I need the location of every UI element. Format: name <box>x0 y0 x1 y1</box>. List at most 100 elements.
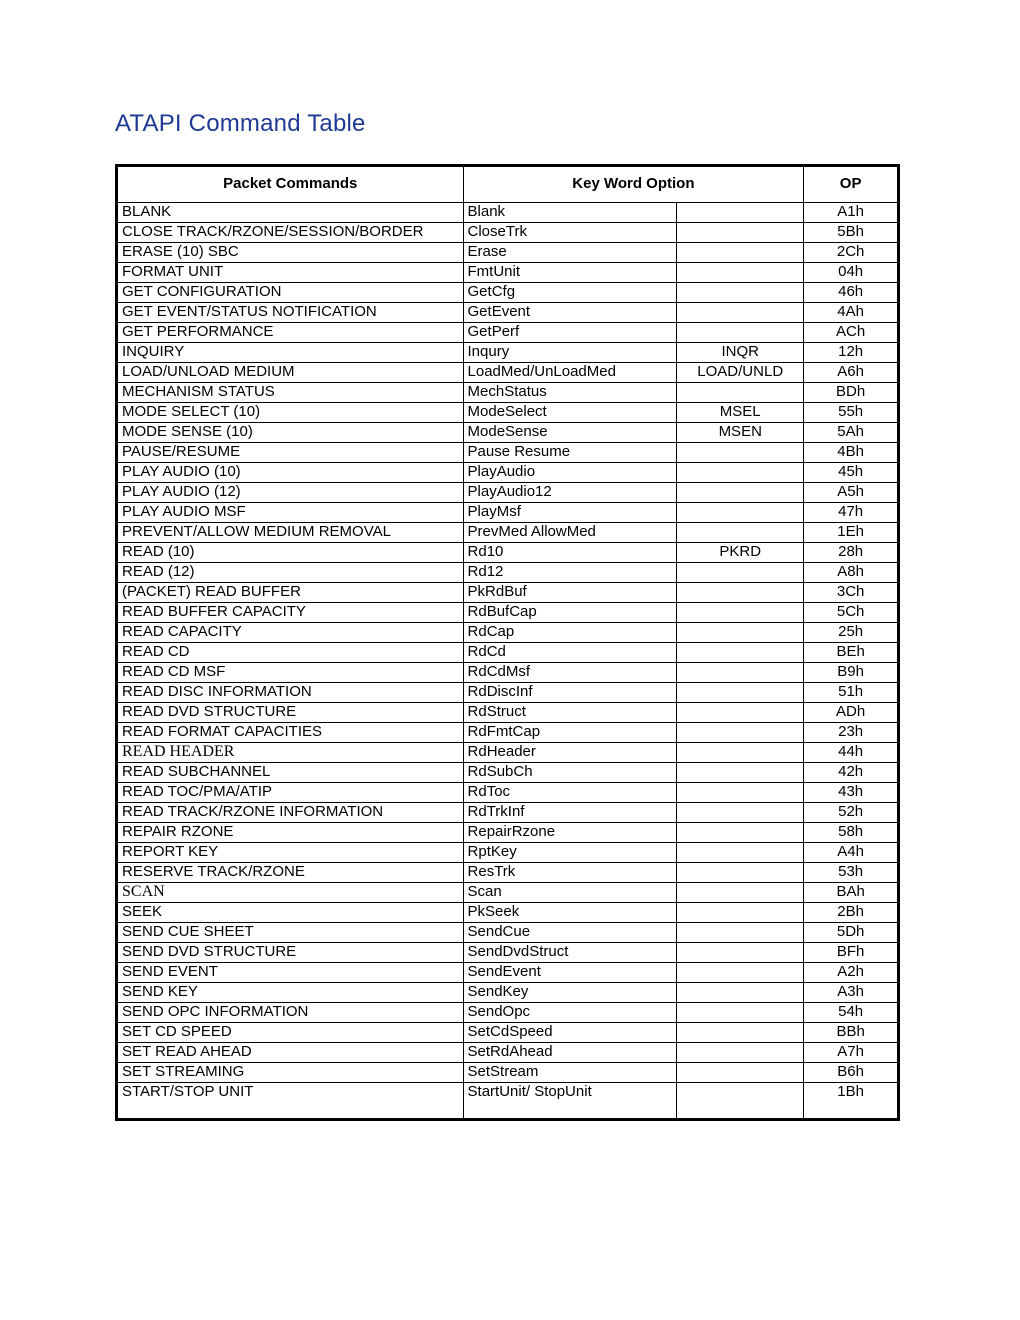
cell-keyword-alt <box>677 603 804 623</box>
cell-keyword: RdHeader <box>463 743 677 763</box>
cell-packet-command: RESERVE TRACK/RZONE <box>117 863 464 883</box>
table-row: BLANKBlankA1h <box>117 203 899 223</box>
cell-keyword: RdDiscInf <box>463 683 677 703</box>
cell-opcode: 28h <box>804 543 899 563</box>
table-row: REPORT KEYRptKey A4h <box>117 843 899 863</box>
cell-opcode: 5Ah <box>804 423 899 443</box>
cell-keyword: RdStruct <box>463 703 677 723</box>
table-row: SEND EVENTSendEventA2h <box>117 963 899 983</box>
cell-opcode: 55h <box>804 403 899 423</box>
table-row: SEEKPkSeek 2Bh <box>117 903 899 923</box>
cell-packet-command: READ DVD STRUCTURE <box>117 703 464 723</box>
cell-keyword-alt <box>677 463 804 483</box>
cell-packet-command: SEEK <box>117 903 464 923</box>
table-row: FORMAT UNITFmtUnit04h <box>117 263 899 283</box>
cell-opcode: B6h <box>804 1063 899 1083</box>
cell-keyword-alt <box>677 1043 804 1063</box>
cell-opcode: 1Eh <box>804 523 899 543</box>
cell-keyword-alt <box>677 983 804 1003</box>
cell-opcode: B9h <box>804 663 899 683</box>
cell-opcode: 46h <box>804 283 899 303</box>
cell-opcode: A5h <box>804 483 899 503</box>
cell-packet-command: MODE SENSE (10) <box>117 423 464 443</box>
cell-keyword: Erase <box>463 243 677 263</box>
cell-keyword-alt <box>677 1083 804 1120</box>
cell-keyword: StartUnit/ StopUnit <box>463 1083 677 1120</box>
cell-opcode: 42h <box>804 763 899 783</box>
cell-keyword-alt <box>677 763 804 783</box>
cell-keyword-alt <box>677 383 804 403</box>
cell-keyword: SendKey <box>463 983 677 1003</box>
cell-keyword: SetCdSpeed <box>463 1023 677 1043</box>
cell-keyword: RdCd <box>463 643 677 663</box>
cell-keyword: Pause Resume <box>463 443 677 463</box>
table-row: PLAY AUDIO (10)PlayAudio45h <box>117 463 899 483</box>
cell-keyword-alt <box>677 223 804 243</box>
cell-packet-command: PLAY AUDIO (12) <box>117 483 464 503</box>
cell-packet-command: MECHANISM STATUS <box>117 383 464 403</box>
cell-opcode: 3Ch <box>804 583 899 603</box>
table-row: SET CD SPEEDSetCdSpeedBBh <box>117 1023 899 1043</box>
cell-keyword-alt <box>677 863 804 883</box>
cell-keyword-alt <box>677 943 804 963</box>
cell-opcode: A4h <box>804 843 899 863</box>
cell-keyword: FmtUnit <box>463 263 677 283</box>
cell-opcode: ACh <box>804 323 899 343</box>
cell-packet-command: READ DISC INFORMATION <box>117 683 464 703</box>
table-row: ERASE (10) SBCErase 2Ch <box>117 243 899 263</box>
cell-keyword: GetPerf <box>463 323 677 343</box>
table-row: GET CONFIGURATIONGetCfg46h <box>117 283 899 303</box>
cell-keyword-alt: LOAD/UNLD <box>677 363 804 383</box>
cell-opcode: 58h <box>804 823 899 843</box>
table-row: READ CAPACITYRdCap25h <box>117 623 899 643</box>
table-row: PLAY AUDIO (12)PlayAudio12A5h <box>117 483 899 503</box>
cell-packet-command: READ FORMAT CAPACITIES <box>117 723 464 743</box>
cell-keyword-alt <box>677 623 804 643</box>
cell-packet-command: READ HEADER <box>117 743 464 763</box>
cell-packet-command: REPAIR RZONE <box>117 823 464 843</box>
table-row: READ (12)Rd12A8h <box>117 563 899 583</box>
cell-keyword-alt <box>677 883 804 903</box>
cell-keyword: RdToc <box>463 783 677 803</box>
cell-keyword: ModeSelect <box>463 403 677 423</box>
cell-opcode: 2Ch <box>804 243 899 263</box>
cell-keyword-alt <box>677 283 804 303</box>
cell-opcode: 44h <box>804 743 899 763</box>
cell-keyword-alt <box>677 823 804 843</box>
cell-packet-command: GET PERFORMANCE <box>117 323 464 343</box>
cell-keyword: RepairRzone <box>463 823 677 843</box>
table-row: READ CDRdCdBEh <box>117 643 899 663</box>
cell-opcode: BDh <box>804 383 899 403</box>
cell-packet-command: READ (12) <box>117 563 464 583</box>
cell-keyword: SendCue <box>463 923 677 943</box>
table-row: PREVENT/ALLOW MEDIUM REMOVALPrevMed Allo… <box>117 523 899 543</box>
cell-packet-command: ERASE (10) SBC <box>117 243 464 263</box>
atapi-command-table: Packet Commands Key Word Option OP BLANK… <box>115 164 900 1121</box>
cell-keyword: SendOpc <box>463 1003 677 1023</box>
table-row: SET STREAMINGSetStreamB6h <box>117 1063 899 1083</box>
cell-opcode: 2Bh <box>804 903 899 923</box>
cell-keyword-alt <box>677 743 804 763</box>
cell-keyword-alt <box>677 923 804 943</box>
cell-opcode: 25h <box>804 623 899 643</box>
cell-packet-command: PLAY AUDIO MSF <box>117 503 464 523</box>
col-packet-commands: Packet Commands <box>117 166 464 203</box>
cell-keyword: PkSeek <box>463 903 677 923</box>
cell-opcode: 23h <box>804 723 899 743</box>
cell-keyword-alt <box>677 323 804 343</box>
cell-packet-command: REPORT KEY <box>117 843 464 863</box>
table-row: PAUSE/RESUMEPause Resume4Bh <box>117 443 899 463</box>
cell-keyword: RptKey <box>463 843 677 863</box>
cell-keyword-alt: INQR <box>677 343 804 363</box>
cell-packet-command: SEND CUE SHEET <box>117 923 464 943</box>
cell-packet-command: SET READ AHEAD <box>117 1043 464 1063</box>
table-row: SEND CUE SHEETSendCue5Dh <box>117 923 899 943</box>
cell-keyword: RdCap <box>463 623 677 643</box>
cell-packet-command: READ CD <box>117 643 464 663</box>
cell-keyword-alt <box>677 683 804 703</box>
cell-keyword: PlayMsf <box>463 503 677 523</box>
cell-keyword: RdFmtCap <box>463 723 677 743</box>
cell-packet-command: (PACKET) READ BUFFER <box>117 583 464 603</box>
cell-keyword: SendEvent <box>463 963 677 983</box>
cell-keyword-alt: MSEN <box>677 423 804 443</box>
